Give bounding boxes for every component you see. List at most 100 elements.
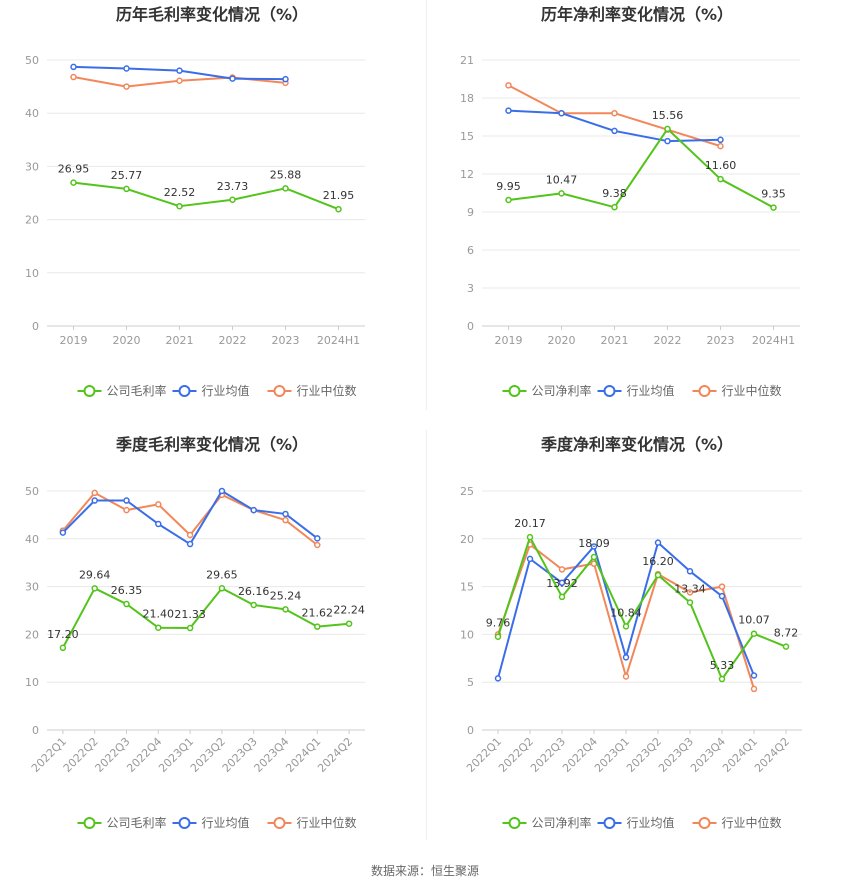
legend-marker bbox=[698, 385, 711, 397]
data-label: 21.62 bbox=[302, 607, 334, 620]
y-tick-label: 40 bbox=[25, 533, 39, 546]
legend-item-avg[interactable]: 行业均值 bbox=[597, 815, 675, 830]
legend-marker bbox=[603, 385, 616, 397]
data-point-company bbox=[558, 593, 566, 601]
data-point-median bbox=[176, 77, 183, 84]
data-point-avg bbox=[494, 675, 502, 682]
legend-label: 行业中位数 bbox=[297, 383, 357, 398]
data-label: 21.33 bbox=[174, 608, 206, 621]
legend-label: 行业均值 bbox=[202, 383, 250, 398]
legend-item-company[interactable]: 公司净利率 bbox=[502, 815, 592, 830]
data-point-company bbox=[770, 204, 777, 211]
data-label: 9.35 bbox=[761, 188, 786, 201]
legend-marker bbox=[83, 817, 96, 829]
data-point-company bbox=[229, 196, 236, 204]
data-point-company bbox=[611, 203, 618, 211]
data-point-company bbox=[335, 205, 342, 213]
data-point-company bbox=[345, 620, 353, 627]
legend-item-avg[interactable]: 行业均值 bbox=[172, 383, 250, 398]
legend-item-median[interactable]: 行业中位数 bbox=[692, 815, 782, 830]
data-point-median bbox=[622, 673, 630, 680]
data-point-median bbox=[123, 83, 130, 90]
chart-title: 季度毛利率变化情况（%） bbox=[115, 435, 308, 454]
chart-svg-annual-net: 历年净利率变化情况（%） 0 3 6 9 12 15 18 21 2019 2020 2021 2022… bbox=[460, 5, 800, 398]
legend-marker bbox=[273, 817, 286, 829]
data-point-median bbox=[558, 566, 566, 573]
data-point-median bbox=[186, 531, 194, 539]
data-point-avg bbox=[622, 654, 630, 661]
legend-marker bbox=[698, 817, 711, 829]
y-tick-label: 0 bbox=[32, 724, 39, 737]
data-label: 25.77 bbox=[111, 169, 143, 182]
data-label: 9.38 bbox=[602, 187, 627, 200]
data-label: 9.76 bbox=[486, 617, 511, 630]
legend-label: 行业中位数 bbox=[297, 815, 357, 830]
data-point-avg bbox=[718, 592, 726, 600]
data-point-avg bbox=[526, 555, 534, 563]
x-tick-label: 2019 bbox=[60, 334, 88, 347]
data-label: 23.73 bbox=[217, 180, 249, 193]
data-label: 13.34 bbox=[674, 582, 706, 595]
legend-item-avg[interactable]: 行业均值 bbox=[597, 383, 675, 398]
data-label: 11.60 bbox=[705, 159, 737, 172]
chart-quarterly-net-margin: 季度净利率变化情况（%） 0 5 10 15 20 25 2022Q1 2022Q2 2022Q3… bbox=[425, 430, 850, 850]
legend-marker bbox=[178, 385, 191, 397]
legend-item-median[interactable]: 行业中位数 bbox=[267, 815, 357, 830]
data-point-median bbox=[91, 489, 98, 497]
data-point-avg bbox=[218, 487, 226, 495]
x-tick-label: 2022 bbox=[654, 334, 682, 347]
data-point-avg bbox=[590, 543, 598, 550]
data-source-label: 数据来源：恒生聚源 bbox=[370, 864, 479, 878]
chart-svg-annual-gross: 历年毛利率变化情况（%） 0 10 20 30 40 50 2019 2020 2021 2022 2… bbox=[25, 5, 365, 398]
y-tick-label: 10 bbox=[460, 628, 474, 641]
data-point-median bbox=[717, 142, 724, 150]
legend-marker bbox=[273, 385, 286, 397]
data-point-median bbox=[718, 583, 726, 590]
x-tick-label: 2019 bbox=[495, 334, 523, 347]
series-line-company bbox=[62, 587, 350, 649]
legend-item-company[interactable]: 公司毛利率 bbox=[77, 383, 167, 398]
data-label: 13.92 bbox=[546, 577, 578, 590]
data-label: 25.24 bbox=[270, 589, 302, 602]
data-label: 29.64 bbox=[79, 568, 111, 581]
x-tick-label: 2021 bbox=[166, 334, 194, 347]
legend-item-median[interactable]: 行业中位数 bbox=[692, 383, 782, 398]
data-point-avg bbox=[314, 535, 321, 542]
data-label: 18.09 bbox=[578, 537, 610, 550]
chart-title: 历年毛利率变化情况（%） bbox=[116, 5, 308, 24]
y-tick-label: 10 bbox=[25, 676, 39, 689]
data-label: 10.47 bbox=[546, 173, 578, 186]
legend-item-company[interactable]: 公司净利率 bbox=[502, 383, 592, 398]
data-point-company bbox=[155, 624, 162, 631]
data-label: 17.20 bbox=[47, 628, 79, 641]
data-point-avg bbox=[250, 506, 257, 514]
legend-label: 公司净利率 bbox=[532, 815, 592, 830]
data-point-avg bbox=[282, 75, 289, 83]
data-point-company bbox=[717, 175, 724, 183]
data-label: 26.95 bbox=[58, 163, 90, 176]
data-point-company bbox=[250, 601, 257, 609]
chart-title: 历年净利率变化情况（%） bbox=[541, 5, 733, 24]
legend-item-avg[interactable]: 行业均值 bbox=[172, 815, 250, 830]
bottom-divider bbox=[426, 430, 427, 840]
legend-item-company[interactable]: 公司毛利率 bbox=[77, 815, 167, 830]
x-tick-label: 2024Q2 bbox=[752, 735, 792, 775]
data-point-company bbox=[314, 623, 321, 630]
y-tick-label: 0 bbox=[32, 320, 39, 333]
data-point-company bbox=[654, 571, 662, 579]
x-tick-label: 2024Q2 bbox=[315, 735, 355, 775]
chart-svg-quarterly-net: 季度净利率变化情况（%）05101520252022Q12022Q22022Q3… bbox=[460, 435, 802, 830]
chart-title: 季度净利率变化情况（%） bbox=[540, 435, 733, 454]
data-point-avg bbox=[654, 539, 662, 546]
data-point-company bbox=[750, 630, 758, 637]
data-point-avg bbox=[155, 520, 162, 528]
data-point-avg bbox=[282, 510, 289, 518]
legend-item-median[interactable]: 行业中位数 bbox=[267, 383, 357, 398]
y-tick-label: 30 bbox=[25, 581, 39, 594]
x-tick-label: 2020 bbox=[113, 334, 141, 347]
data-point-avg bbox=[686, 568, 694, 575]
data-point-avg bbox=[70, 63, 77, 71]
y-tick-label: 30 bbox=[25, 160, 39, 173]
data-point-company bbox=[718, 675, 726, 683]
legend-marker bbox=[603, 817, 616, 829]
